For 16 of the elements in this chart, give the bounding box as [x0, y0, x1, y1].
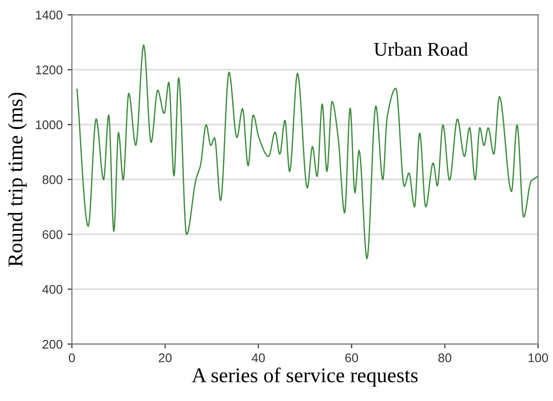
- x-tick-label: 100: [528, 353, 548, 362]
- x-tick-label: 40: [252, 353, 265, 362]
- y-tick-label: 1000: [36, 120, 62, 130]
- y-tick-label: 600: [42, 230, 62, 239]
- y-tick-label: 400: [42, 284, 62, 294]
- y-tick-label: 1200: [36, 66, 62, 74]
- y-axis-title: Round trip time (ms): [8, 92, 27, 267]
- x-tick-label: 80: [438, 353, 452, 362]
- x-tick-label: 0: [68, 353, 75, 362]
- y-tick-label: 800: [42, 175, 62, 184]
- x-tick-label: 20: [158, 353, 172, 362]
- x-tick-label: 60: [345, 353, 358, 362]
- x-axis-title: A series of service requests: [192, 368, 418, 387]
- y-tick-label: 200: [42, 340, 62, 349]
- annotation: Urban Road: [374, 42, 468, 56]
- y-tick-label: 1400: [36, 10, 62, 20]
